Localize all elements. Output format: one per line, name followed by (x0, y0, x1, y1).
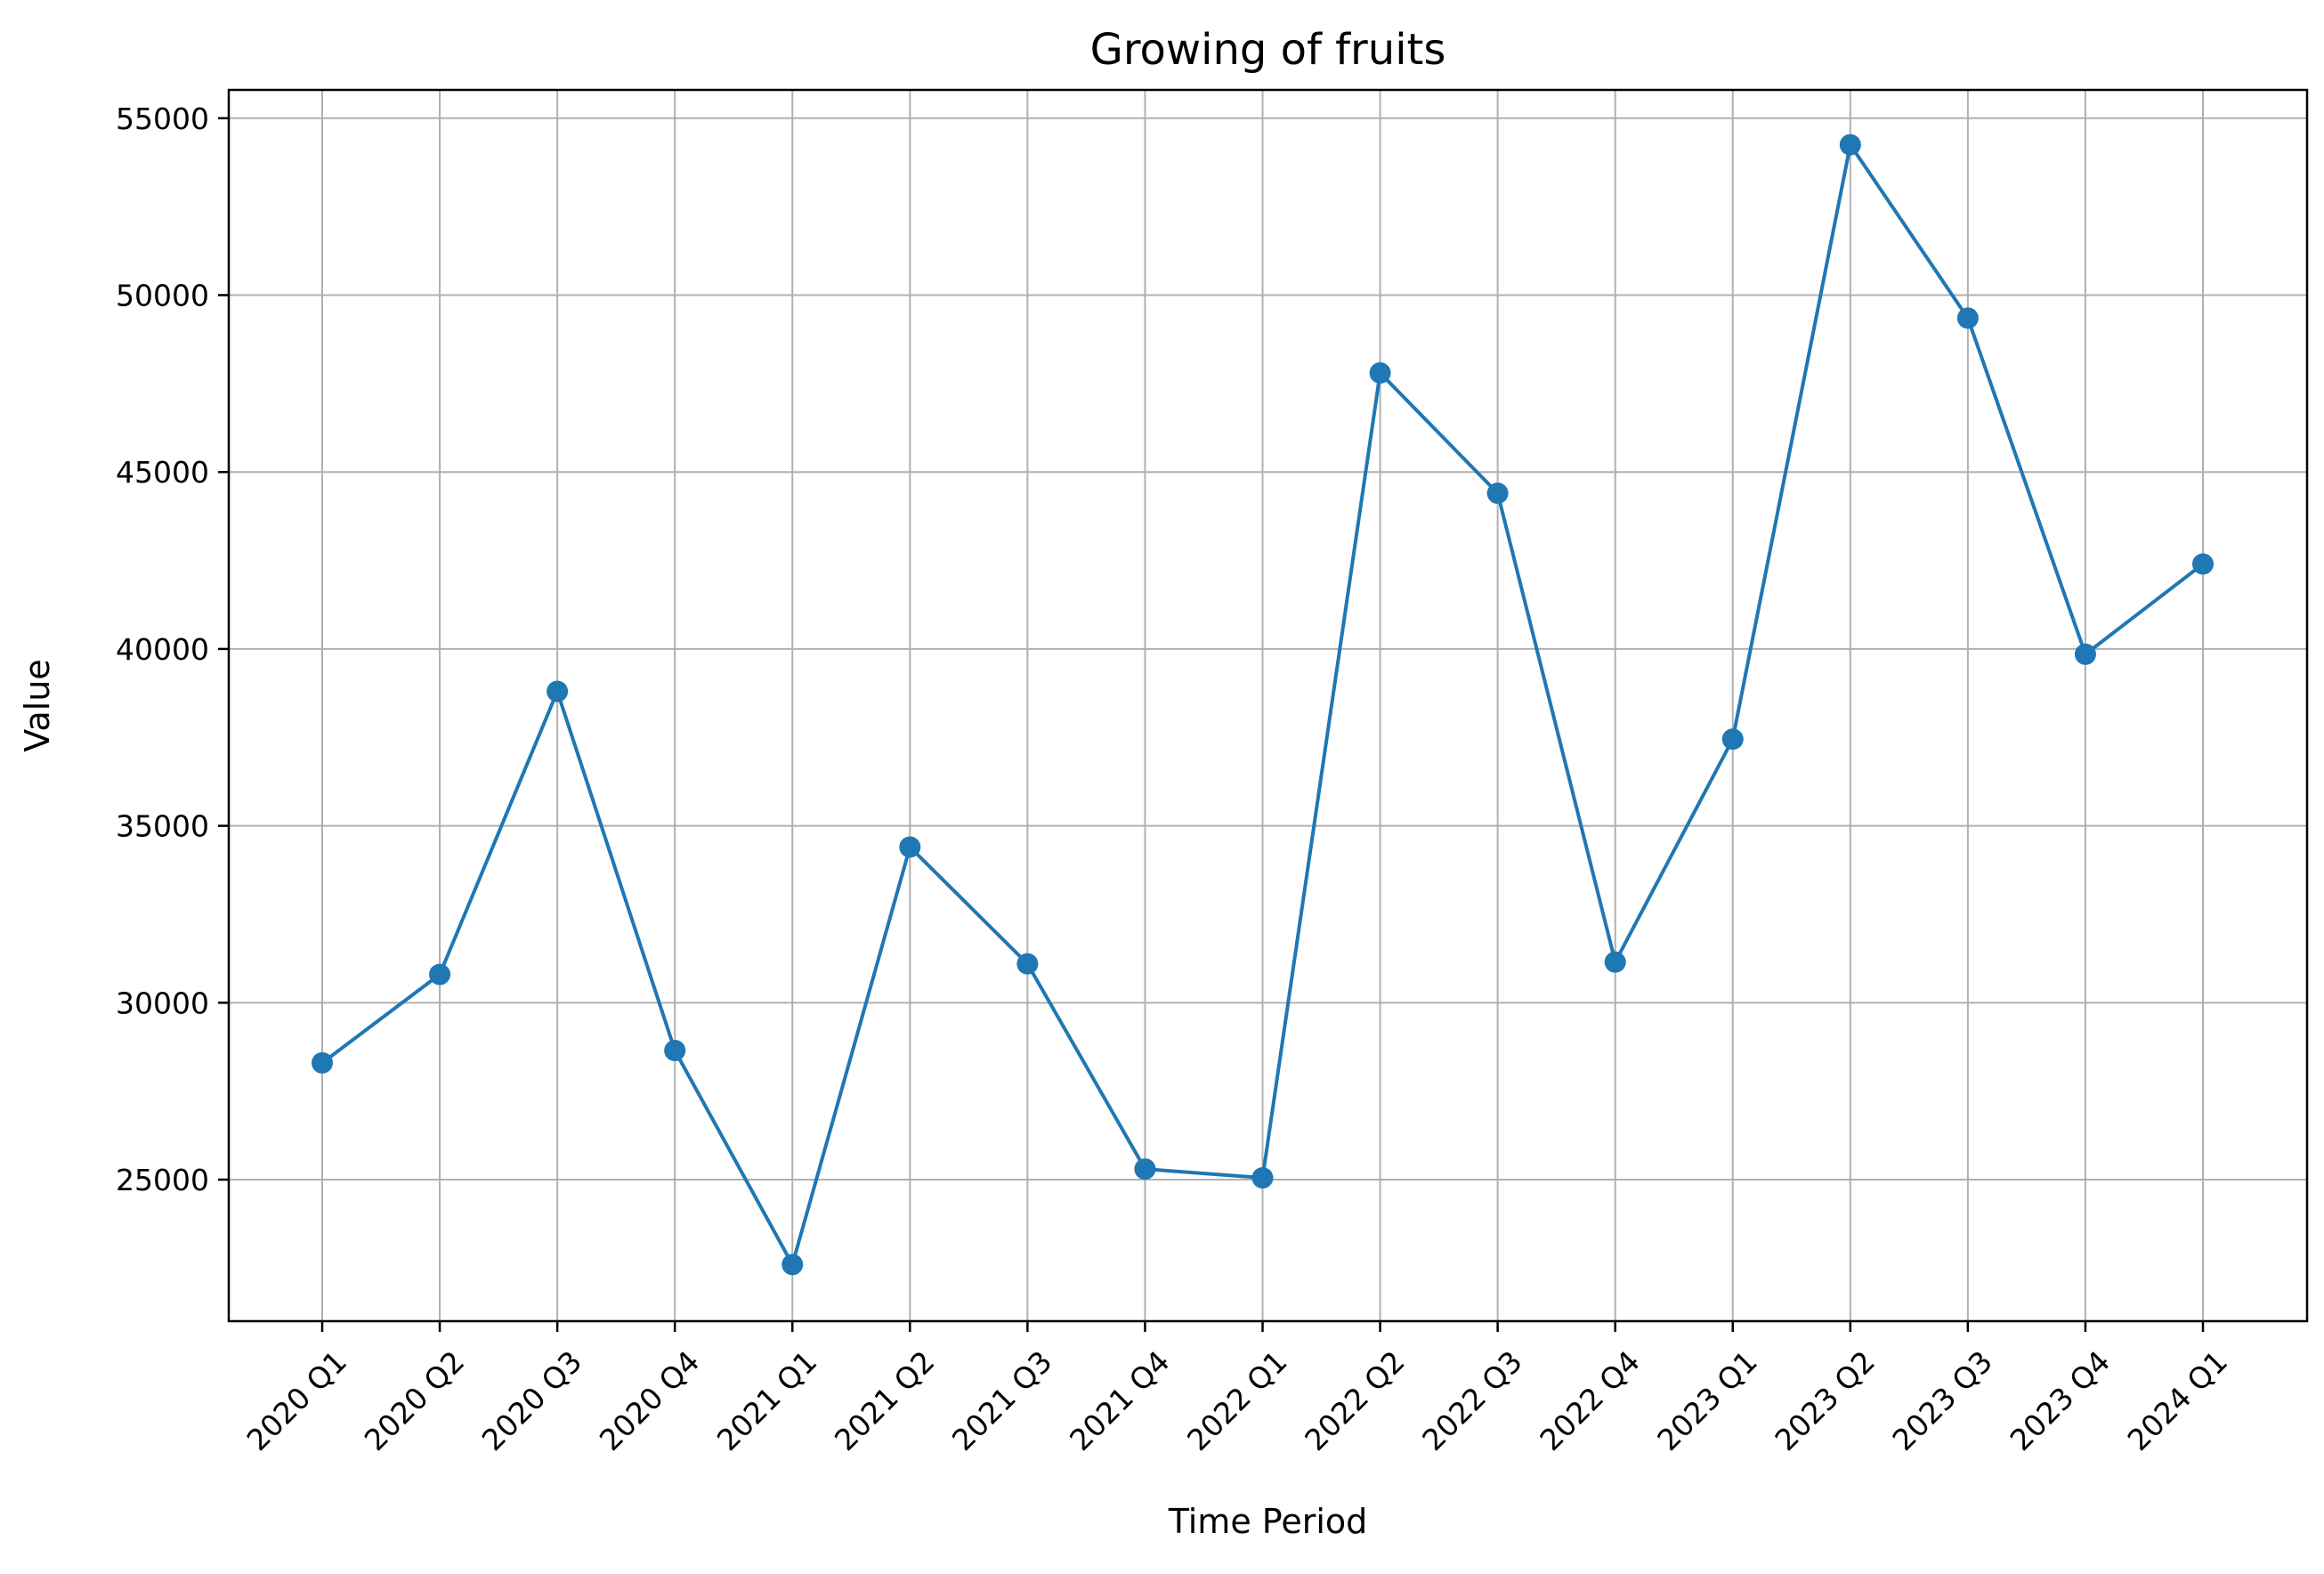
x-tick-label: 2020 Q3 (475, 1344, 589, 1458)
data-point (1721, 728, 1744, 750)
data-point (1956, 307, 1979, 329)
y-tick-label: 35000 (116, 809, 209, 844)
data-point (1839, 134, 1861, 156)
x-tick-label: 2022 Q4 (1533, 1344, 1647, 1458)
x-tick-label: 2023 Q3 (1885, 1344, 1999, 1458)
y-tick-label: 50000 (116, 279, 209, 313)
x-tick-label: 2023 Q1 (1650, 1344, 1764, 1458)
x-tick-label: 2020 Q1 (240, 1344, 354, 1458)
x-tick-label: 2020 Q4 (593, 1344, 707, 1458)
y-tick-label: 40000 (116, 632, 209, 667)
axes-frame (227, 88, 2309, 1323)
data-point (781, 1254, 804, 1276)
x-tick-label: 2021 Q3 (945, 1344, 1059, 1458)
y-tick-label: 25000 (116, 1163, 209, 1197)
data-point (1486, 483, 1509, 505)
x-tick-label: 2022 Q1 (1180, 1344, 1294, 1458)
y-tick-label: 30000 (116, 986, 209, 1020)
data-point (2192, 553, 2214, 575)
data-point (1016, 953, 1039, 975)
data-point (312, 1051, 333, 1074)
chart-title: Growing of fruits (1090, 25, 1446, 75)
data-point (1251, 1167, 1274, 1189)
data-point (429, 963, 451, 986)
data-point (547, 680, 569, 702)
x-axis-label: Time Period (1168, 1502, 1368, 1541)
data-point (1134, 1158, 1156, 1180)
x-tick-label: 2024 Q1 (2121, 1344, 2235, 1458)
data-point (1604, 951, 1626, 973)
x-tick-label: 2021 Q1 (710, 1344, 824, 1458)
data-point (1369, 361, 1391, 384)
x-tick-label: 2021 Q2 (828, 1344, 942, 1458)
y-tick-label: 45000 (116, 455, 209, 490)
x-tick-label: 2021 Q4 (1063, 1344, 1177, 1458)
x-tick-label: 2020 Q2 (358, 1344, 472, 1458)
data-point (2074, 643, 2096, 665)
ticks: 2020 Q1 2020 Q2 2020 Q3 2020 Q4 2021 Q1 2021 … (116, 101, 2234, 1457)
data-point (899, 836, 921, 858)
data-point (664, 1039, 686, 1061)
y-axis-label: Value (18, 659, 57, 751)
x-tick-label: 2023 Q4 (2004, 1344, 2118, 1458)
y-tick-label: 55000 (116, 101, 209, 136)
x-tick-label: 2022 Q2 (1298, 1344, 1412, 1458)
x-tick-label: 2022 Q3 (1415, 1344, 1529, 1458)
series-layer (312, 134, 2214, 1276)
x-tick-label: 2023 Q2 (1768, 1344, 1882, 1458)
